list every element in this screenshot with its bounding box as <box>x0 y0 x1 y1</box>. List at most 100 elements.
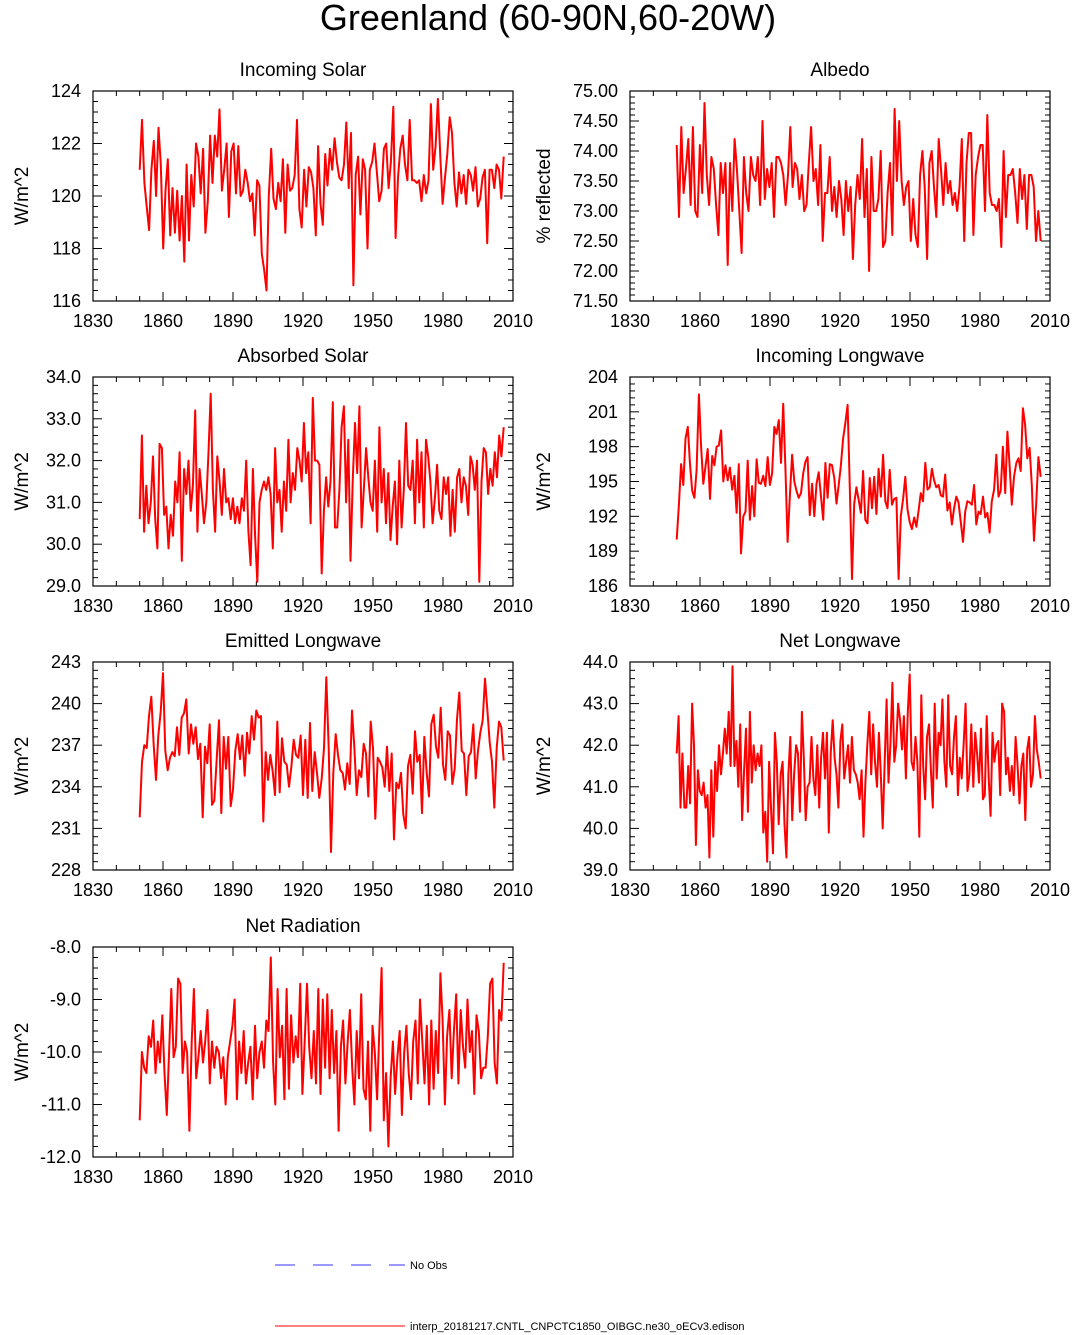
y-tick-label: 122 <box>51 134 81 154</box>
y-tick-label: 30.0 <box>46 534 81 554</box>
legend-label-obs: No Obs <box>410 1260 448 1272</box>
x-tick-label: 1830 <box>73 1167 113 1187</box>
panel-incoming-solar: Incoming Solar W/m^2 1830 1860 1890 1920 1950 1… <box>12 60 533 331</box>
x-tick-label: 1920 <box>283 596 323 616</box>
y-tick-label: 72.50 <box>573 231 618 251</box>
x-tick-label: 2010 <box>1030 596 1070 616</box>
y-tick-label: 44.0 <box>583 652 618 672</box>
x-tick-label: 2010 <box>1030 880 1070 900</box>
x-tick-label: 1920 <box>283 1167 323 1187</box>
x-tick-label: 1950 <box>353 880 393 900</box>
y-axis-label: W/m^2 <box>12 1023 33 1082</box>
panels: Incoming Solar W/m^2 1830 1860 1890 1920 1950 1… <box>12 60 1070 1187</box>
y-tick-label: 240 <box>51 694 81 714</box>
x-tick-label: 1980 <box>960 596 1000 616</box>
panel-title: Absorbed Solar <box>238 346 370 367</box>
panel-absorbed-solar: Absorbed Solar W/m^2 1830 1860 1890 1920 1950 1… <box>12 346 533 616</box>
panel-title: Incoming Solar <box>240 60 367 81</box>
panel-title: Net Radiation <box>245 916 360 937</box>
legend: No Obs interp_20181217.CNTL_CNPCTC1850_O… <box>275 1260 744 1333</box>
y-tick-label: 195 <box>588 472 618 492</box>
series-line-model <box>138 392 505 583</box>
x-tick-label: 1980 <box>960 880 1000 900</box>
panel-net-longwave: Net Longwave W/m^2 1830 1860 1890 1920 1950 198… <box>534 631 1070 900</box>
y-tick-label: 237 <box>51 735 81 755</box>
y-tick-label: 41.0 <box>583 777 618 797</box>
y-tick-label: 198 <box>588 437 618 457</box>
x-tick-label: 1950 <box>890 596 930 616</box>
panel-title: Emitted Longwave <box>225 631 381 652</box>
x-tick-label: 1950 <box>353 596 393 616</box>
panel-albedo: Albedo % reflected 1830 1860 1890 1920 1950 198… <box>534 60 1070 331</box>
y-tick-label: 192 <box>588 506 618 526</box>
x-tick-label: 1830 <box>73 880 113 900</box>
y-axis-label: W/m^2 <box>534 737 555 796</box>
y-tick-label: 32.0 <box>46 451 81 471</box>
x-tick-label: 1920 <box>820 311 860 331</box>
x-tick-label: 1920 <box>283 311 323 331</box>
x-tick-label: 1920 <box>820 596 860 616</box>
x-tick-label: 1860 <box>143 880 183 900</box>
y-tick-label: -11.0 <box>41 1095 81 1115</box>
x-tick-label: 1920 <box>820 880 860 900</box>
series-line-model <box>675 393 1042 580</box>
y-tick-label: 186 <box>588 576 618 596</box>
y-tick-label: 73.50 <box>573 171 618 191</box>
x-tick-label: 1830 <box>610 880 650 900</box>
y-tick-label: 116 <box>52 291 81 311</box>
x-tick-label: 1830 <box>610 596 650 616</box>
x-tick-label: 1980 <box>423 311 463 331</box>
panel-incoming-longwave: Incoming Longwave W/m^2 1830 1860 1890 1920 19… <box>534 346 1070 616</box>
series-line-model <box>138 97 505 292</box>
series-line-model <box>675 665 1042 863</box>
x-tick-label: 1860 <box>680 311 720 331</box>
x-tick-label: 1890 <box>750 880 790 900</box>
y-tick-label: 204 <box>588 367 618 387</box>
x-tick-label: 1860 <box>143 596 183 616</box>
figure-title: Greenland (60-90N,60-20W) <box>320 0 776 38</box>
y-tick-label: 234 <box>51 777 81 797</box>
series-line-model <box>138 672 505 853</box>
x-tick-label: 1860 <box>680 596 720 616</box>
y-tick-label: 40.0 <box>583 818 618 838</box>
y-tick-label: 39.0 <box>583 860 618 880</box>
y-tick-label: 33.0 <box>46 409 81 429</box>
x-tick-label: 2010 <box>1030 311 1070 331</box>
y-tick-label: 189 <box>588 541 618 561</box>
y-tick-label: -12.0 <box>40 1147 81 1167</box>
y-axis-label: W/m^2 <box>12 452 33 511</box>
plot-frame <box>92 376 514 587</box>
series-line-model <box>675 102 1042 272</box>
x-tick-label: 1860 <box>680 880 720 900</box>
y-tick-label: 74.50 <box>573 111 618 131</box>
y-axis-label: W/m^2 <box>12 167 33 226</box>
y-tick-label: 201 <box>588 402 618 422</box>
y-axis-label: W/m^2 <box>12 737 33 796</box>
y-tick-label: 120 <box>51 186 81 206</box>
x-tick-label: 1980 <box>960 311 1000 331</box>
y-tick-label: 73.00 <box>573 201 618 221</box>
series-line-model <box>138 956 505 1148</box>
x-tick-label: 1980 <box>423 596 463 616</box>
x-tick-label: 1860 <box>143 1167 183 1187</box>
x-tick-label: 1950 <box>353 1167 393 1187</box>
y-tick-label: -10.0 <box>40 1042 81 1062</box>
y-tick-label: 74.00 <box>573 141 618 161</box>
x-tick-label: 1950 <box>890 311 930 331</box>
panel-title: Albedo <box>810 60 869 81</box>
x-tick-label: 1890 <box>213 880 253 900</box>
y-tick-label: -9.0 <box>50 990 81 1010</box>
x-tick-label: 1920 <box>283 880 323 900</box>
y-tick-label: 71.50 <box>573 291 618 311</box>
x-tick-label: 2010 <box>493 880 533 900</box>
x-tick-label: 1950 <box>353 311 393 331</box>
x-tick-label: 1860 <box>143 311 183 331</box>
x-tick-label: 1830 <box>610 311 650 331</box>
x-tick-label: 1830 <box>73 311 113 331</box>
y-tick-label: 124 <box>51 81 81 101</box>
x-tick-label: 1950 <box>890 880 930 900</box>
y-tick-label: 43.0 <box>583 694 618 714</box>
y-tick-label: 243 <box>51 652 81 672</box>
y-tick-label: 42.0 <box>583 735 618 755</box>
